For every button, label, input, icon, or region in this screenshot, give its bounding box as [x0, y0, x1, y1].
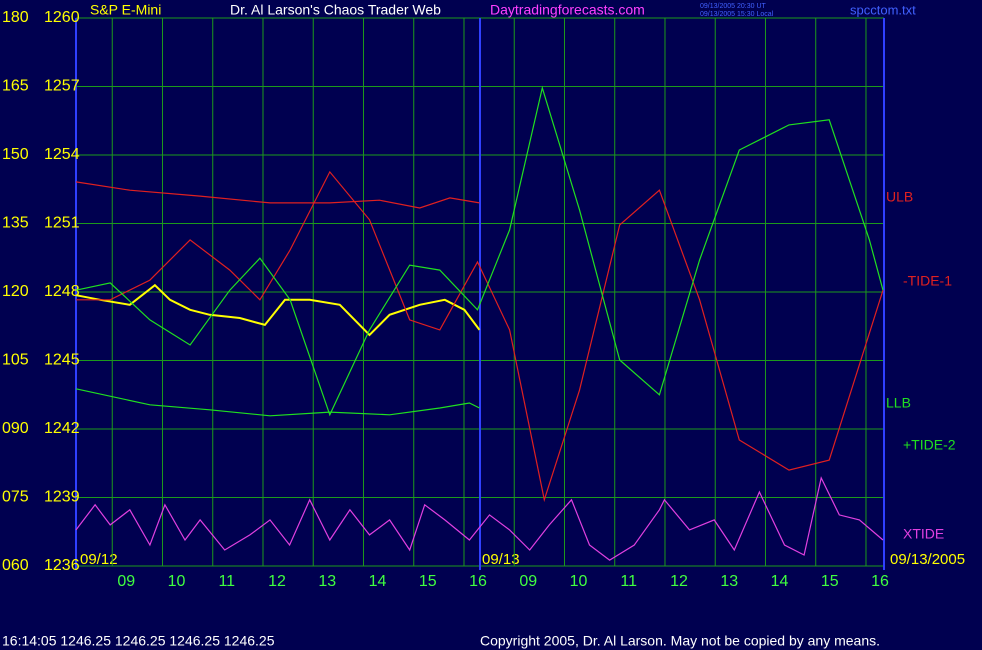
y2-tick-label: 1257 — [44, 78, 80, 95]
timestamp: 09/13/2005 15:30 Local — [700, 11, 774, 18]
x-tick-label: 12 — [268, 573, 286, 590]
y2-tick-label: 1239 — [44, 489, 80, 506]
x-tick-label: 16 — [871, 573, 889, 590]
legend-entry: ULB — [886, 189, 913, 205]
legend-entry: XTIDE — [903, 526, 944, 542]
y2-tick-label: 1254 — [44, 146, 80, 163]
x-tick-label: 09 — [117, 573, 135, 590]
y-tick-label: 135 — [2, 215, 29, 232]
series-line — [75, 388, 480, 417]
y-tick-label: 150 — [2, 146, 29, 163]
x-tick-label: 10 — [570, 573, 588, 590]
y2-tick-label: 1260 — [44, 9, 80, 26]
y2-tick-label: 1251 — [44, 215, 80, 232]
x-tick-label: 09 — [519, 573, 537, 590]
x-tick-label: 11 — [620, 573, 637, 590]
x-tick-label: 12 — [670, 573, 688, 590]
y2-tick-label: 1242 — [44, 420, 80, 437]
y-tick-label: 180 — [2, 9, 29, 26]
x-tick-label: 14 — [771, 573, 789, 590]
series-line — [75, 181, 480, 209]
y2-tick-label: 1245 — [44, 352, 80, 369]
y-tick-label: 165 — [2, 78, 29, 95]
date-label: 09/12 — [80, 551, 118, 568]
legend-entry: S&P E-Mini — [90, 2, 161, 18]
date-label: 09/13 — [482, 551, 520, 568]
legend-entry: +TIDE-2 — [903, 437, 956, 453]
y-tick-label: 060 — [2, 557, 29, 574]
footer-quote: 16:14:05 1246.25 1246.25 1246.25 1246.25 — [2, 633, 275, 649]
series-line — [75, 85, 884, 417]
x-tick-label: 16 — [469, 573, 487, 590]
x-tick-label: 11 — [218, 573, 235, 590]
y-tick-label: 120 — [2, 283, 29, 300]
x-tick-label: 13 — [720, 573, 738, 590]
x-tick-label: 14 — [369, 573, 387, 590]
x-tick-label: 15 — [821, 573, 839, 590]
y2-tick-label: 1248 — [44, 283, 80, 300]
series-line — [76, 170, 884, 503]
timestamp: 09/13/2005 20:30 UT — [700, 3, 766, 10]
file-name: spcctom.txt — [850, 2, 916, 17]
legend-entry: LLB — [886, 395, 911, 411]
legend-entry: -TIDE-1 — [903, 273, 952, 289]
x-tick-label: 15 — [419, 573, 437, 590]
copyright: Copyright 2005, Dr. Al Larson. May not b… — [480, 633, 880, 649]
y-tick-label: 105 — [2, 352, 29, 369]
site-link[interactable]: Daytradingforecasts.com — [490, 2, 645, 18]
y-tick-label: 090 — [2, 420, 29, 437]
y-tick-label: 075 — [2, 489, 29, 506]
x-tick-label: 13 — [318, 573, 336, 590]
series-line — [75, 476, 884, 561]
chart-title: Dr. Al Larson's Chaos Trader Web — [230, 2, 441, 18]
series-line — [75, 283, 481, 337]
x-tick-label: 10 — [168, 573, 186, 590]
y2-tick-label: 1236 — [44, 557, 80, 574]
date-label: 09/13/2005 — [890, 551, 965, 568]
